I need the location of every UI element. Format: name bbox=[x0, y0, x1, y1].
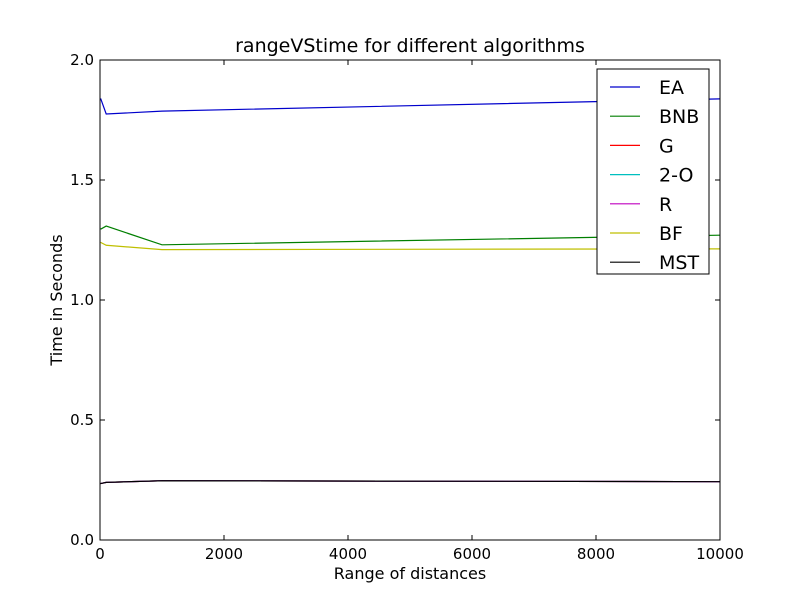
y-axis-ticks: 0.0 0.5 1.0 1.5 2.0 bbox=[70, 51, 720, 549]
x-tick-label: 2000 bbox=[205, 545, 243, 563]
legend-label-g: G bbox=[659, 135, 674, 157]
y-tick-label: 0.0 bbox=[70, 531, 94, 549]
chart-title: rangeVStime for different algorithms bbox=[235, 35, 585, 57]
x-tick-label: 8000 bbox=[577, 545, 615, 563]
legend-frame bbox=[596, 68, 710, 275]
legend-label-mst: MST bbox=[659, 252, 699, 274]
legend-label-bnb: BNB bbox=[659, 106, 699, 128]
y-tick-label: 2.0 bbox=[70, 51, 94, 69]
series-line-bf bbox=[100, 241, 720, 251]
y-tick-label: 1.0 bbox=[70, 291, 94, 309]
x-tick-label: 10000 bbox=[696, 545, 744, 563]
series-line-ea bbox=[100, 98, 720, 115]
x-tick-label: 0 bbox=[95, 545, 105, 563]
y-tick-label: 0.5 bbox=[70, 411, 94, 429]
legend-items: EA BNB G 2-O R BF MST bbox=[610, 77, 699, 274]
legend-label-r: R bbox=[659, 194, 672, 216]
y-axis-label: Time in Seconds bbox=[47, 234, 66, 366]
series-line-mst bbox=[100, 480, 720, 485]
legend-label-bf: BF bbox=[659, 223, 683, 245]
legend-label-2-o: 2-O bbox=[659, 165, 693, 187]
x-axis-ticks: 0 2000 4000 6000 8000 10000 bbox=[95, 60, 744, 563]
legend-label-ea: EA bbox=[659, 77, 684, 99]
x-tick-label: 6000 bbox=[453, 545, 491, 563]
series-layer bbox=[100, 98, 720, 485]
legend: EA BNB G 2-O R BF MST bbox=[596, 68, 710, 275]
y-tick-label: 1.5 bbox=[70, 171, 94, 189]
x-axis-label: Range of distances bbox=[334, 564, 486, 583]
series-line-bnb bbox=[100, 225, 720, 246]
x-tick-label: 4000 bbox=[329, 545, 367, 563]
